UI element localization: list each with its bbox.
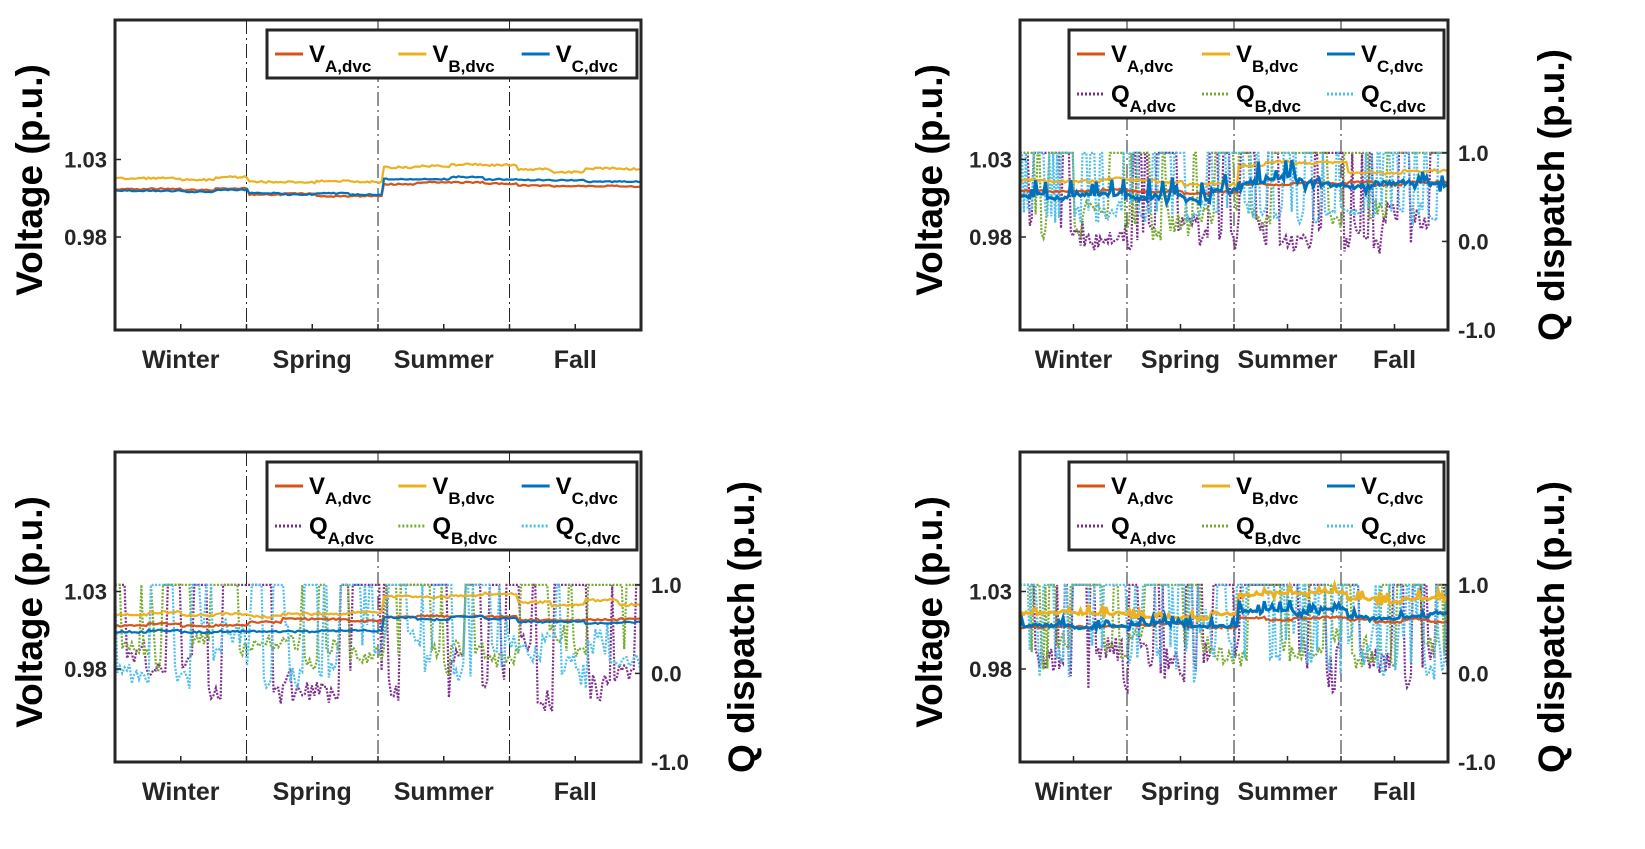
- series-VB-line: [1020, 159, 1448, 187]
- y2-tick-label: 1.0: [1458, 573, 1489, 598]
- y-tick-label: 0.98: [969, 657, 1012, 682]
- series-QC-line: [115, 583, 641, 690]
- season-label-summer: Summer: [1237, 346, 1337, 374]
- y2-tick-label: -1.0: [1458, 318, 1496, 343]
- y2-axis-title: Q dispatch (p.u.): [1531, 481, 1572, 773]
- season-label-spring: Spring: [273, 346, 352, 374]
- y-tick-label: 0.98: [64, 225, 107, 250]
- season-label-fall: Fall: [554, 778, 597, 806]
- series-VB-line: [115, 591, 641, 619]
- y-axis-title: Voltage (p.u.): [9, 496, 50, 728]
- legend-label-VC: VC,dvc: [556, 41, 618, 76]
- y2-axis-title: Q dispatch (p.u.): [721, 481, 762, 773]
- y2-tick-label: 1.0: [1458, 141, 1489, 166]
- y-axis-title: Voltage (p.u.): [909, 496, 950, 728]
- legend-label-VC: VC,dvc: [556, 473, 618, 508]
- plot-area: [115, 162, 641, 199]
- series-VC-line: [115, 175, 641, 197]
- y-axis-title: Voltage (p.u.): [9, 64, 50, 296]
- panel-bottom-left: 0.98 1.03 -1.0 0.0 1.0 Winter Spring Summer Fall…: [9, 450, 762, 806]
- legend-box: [265, 460, 639, 552]
- season-label-winter: Winter: [142, 346, 220, 374]
- y2-tick-label: 0.0: [651, 661, 682, 686]
- legend-label-QA: QA,dvc: [1111, 513, 1176, 548]
- legend: VA,dvc VB,dvc VC,dvc: [265, 28, 639, 80]
- panel-top-right: 0.98 1.03 -1.0 0.0 1.0 Winter Spring Summer Fall…: [909, 18, 1572, 374]
- legend-label-VB: VB,dvc: [432, 473, 494, 508]
- legend-label-VA: VA,dvc: [1111, 473, 1173, 508]
- y2-tick-label: 1.0: [651, 573, 682, 598]
- legend-label-VC: VC,dvc: [1361, 41, 1423, 76]
- series-QC-line: [1020, 151, 1448, 227]
- series-QC-line: [1020, 583, 1448, 684]
- legend-box: [1067, 28, 1446, 120]
- season-label-winter: Winter: [1035, 778, 1113, 806]
- legend-label-QC: QC,dvc: [556, 513, 621, 548]
- panel-top-left: 0.98 1.03 Winter Spring Summer Fall Voltage (p…: [9, 18, 643, 374]
- plot-area: [1020, 151, 1448, 254]
- season-label-fall: Fall: [1373, 346, 1416, 374]
- legend-label-VB: VB,dvc: [432, 41, 494, 76]
- series-QB-line: [115, 583, 641, 677]
- panel-bottom-right: 0.98 1.03 -1.0 0.0 1.0 Winter Spring Summer Fall…: [909, 450, 1572, 806]
- legend-label-VA: VA,dvc: [1111, 41, 1173, 76]
- legend-label-VC: VC,dvc: [1361, 473, 1423, 508]
- series-VC-line: [115, 614, 641, 635]
- legend-label-QB: QB,dvc: [1236, 81, 1301, 116]
- y2-tick-label: 0.0: [1458, 229, 1489, 254]
- y2-axis-title: Q dispatch (p.u.): [1531, 49, 1572, 341]
- series-VB-line: [1020, 578, 1448, 624]
- plot-area: [1020, 578, 1448, 695]
- y-tick-label: 1.03: [64, 580, 107, 605]
- season-label-fall: Fall: [554, 346, 597, 374]
- season-label-fall: Fall: [1373, 778, 1416, 806]
- legend-label-VB: VB,dvc: [1236, 41, 1298, 76]
- series-QA-line: [1020, 151, 1448, 254]
- season-label-spring: Spring: [1141, 778, 1220, 806]
- y-tick-label: 1.03: [64, 148, 107, 173]
- legend-label-QA: QA,dvc: [1111, 81, 1176, 116]
- legend-label-VA: VA,dvc: [309, 473, 371, 508]
- legend-label-VA: VA,dvc: [309, 41, 371, 76]
- series-QB-line: [1020, 151, 1448, 242]
- legend: VA,dvc VB,dvc VC,dvc QA,dvc QB,dvc QC,dvc: [1067, 28, 1446, 120]
- season-label-spring: Spring: [273, 778, 352, 806]
- series-VC-line: [1020, 598, 1448, 635]
- season-label-winter: Winter: [142, 778, 220, 806]
- legend-label-QB: QB,dvc: [1236, 513, 1301, 548]
- y-tick-label: 0.98: [64, 657, 107, 682]
- legend-label-QC: QC,dvc: [1361, 81, 1426, 116]
- series-VC-line: [1020, 159, 1448, 209]
- season-label-winter: Winter: [1035, 346, 1113, 374]
- season-label-summer: Summer: [394, 778, 494, 806]
- y-tick-label: 1.03: [969, 148, 1012, 173]
- legend-label-QC: QC,dvc: [1361, 513, 1426, 548]
- y2-tick-label: 0.0: [1458, 661, 1489, 686]
- season-label-summer: Summer: [394, 346, 494, 374]
- legend: VA,dvc VB,dvc VC,dvc QA,dvc QB,dvc QC,dvc: [265, 460, 639, 552]
- series-VB-line: [115, 162, 641, 185]
- season-label-summer: Summer: [1237, 778, 1337, 806]
- series-QA-line: [115, 583, 641, 712]
- y-axis-title: Voltage (p.u.): [909, 64, 950, 296]
- legend: VA,dvc VB,dvc VC,dvc QA,dvc QB,dvc QC,dvc: [1067, 460, 1446, 552]
- y2-tick-label: -1.0: [651, 750, 689, 775]
- legend-box: [1067, 460, 1446, 552]
- legend-label-QB: QB,dvc: [432, 513, 497, 548]
- y-tick-label: 1.03: [969, 580, 1012, 605]
- y-tick-label: 0.98: [969, 225, 1012, 250]
- legend-label-QA: QA,dvc: [309, 513, 374, 548]
- y2-tick-label: -1.0: [1458, 750, 1496, 775]
- legend-box: [265, 28, 639, 80]
- season-label-spring: Spring: [1141, 346, 1220, 374]
- legend-label-VB: VB,dvc: [1236, 473, 1298, 508]
- plot-area: [115, 583, 641, 712]
